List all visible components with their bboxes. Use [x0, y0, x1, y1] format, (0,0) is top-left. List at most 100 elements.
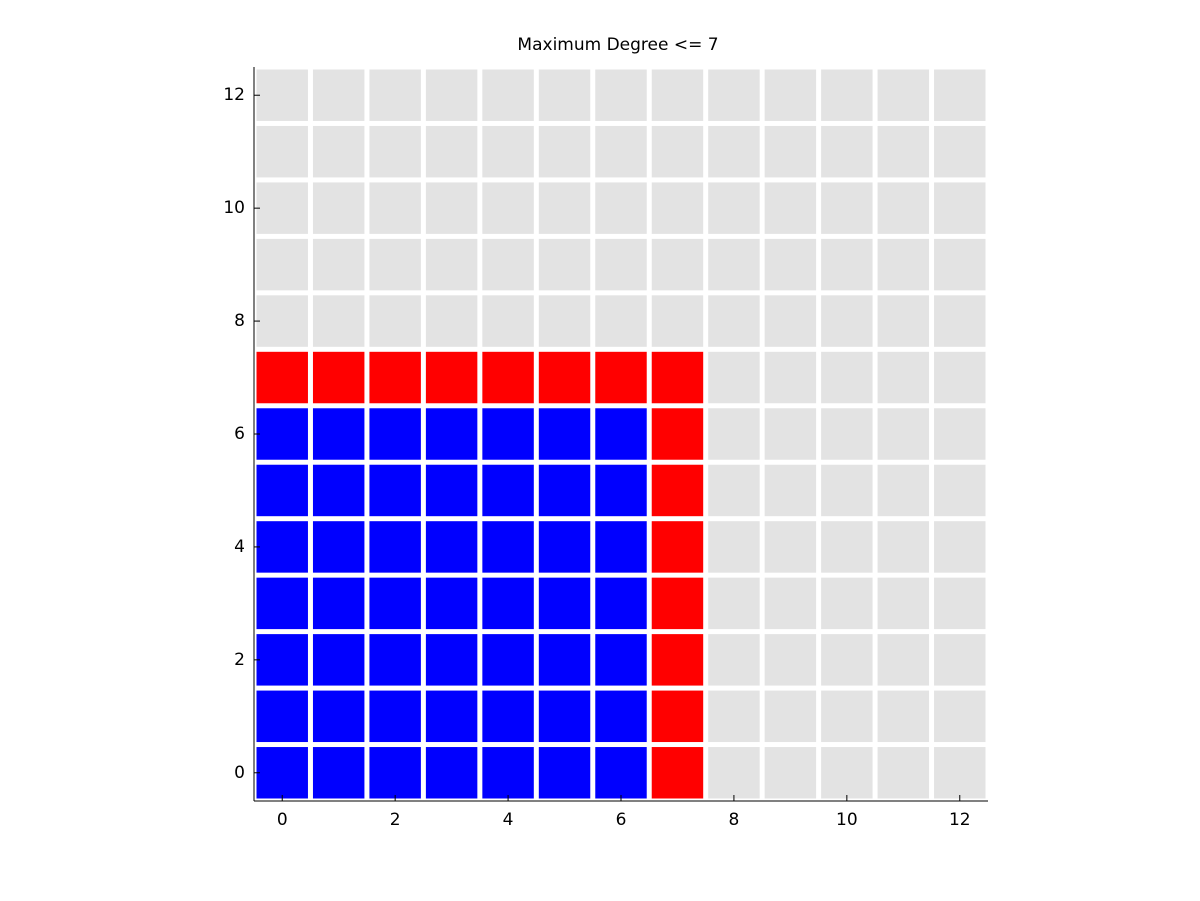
cell — [595, 634, 647, 686]
cell — [651, 69, 704, 121]
cell — [425, 295, 478, 347]
cell — [651, 521, 704, 573]
cell — [708, 408, 760, 460]
cell — [369, 747, 421, 799]
cell — [934, 182, 986, 234]
cell — [312, 690, 365, 743]
cell — [538, 351, 591, 404]
cell — [256, 238, 308, 291]
cell — [651, 182, 704, 234]
cell — [708, 69, 760, 121]
cell — [482, 238, 534, 291]
y-tick-label: 2 — [234, 650, 245, 670]
cell — [312, 747, 365, 799]
cell — [369, 690, 421, 743]
cell — [256, 295, 308, 347]
cell — [764, 464, 817, 517]
cell — [482, 634, 534, 686]
cell — [821, 747, 873, 799]
x-tick-label: 10 — [836, 810, 858, 830]
cell — [482, 351, 534, 404]
cell — [312, 521, 365, 573]
y-tick-label: 12 — [223, 85, 245, 105]
cell — [821, 238, 873, 291]
cell — [482, 182, 534, 234]
cell — [425, 238, 478, 291]
cell — [821, 408, 873, 460]
y-tick-label: 10 — [223, 198, 245, 218]
cell — [764, 690, 817, 743]
cell — [708, 634, 760, 686]
cell — [934, 69, 986, 121]
y-tick-label: 0 — [234, 763, 245, 783]
cell — [369, 521, 421, 573]
cell — [651, 238, 704, 291]
cell — [538, 464, 591, 517]
cell — [256, 577, 308, 630]
cell — [708, 464, 760, 517]
cell — [934, 238, 986, 291]
cell — [595, 125, 647, 178]
cell — [256, 125, 308, 178]
cell — [764, 577, 817, 630]
cell — [821, 295, 873, 347]
cell — [312, 182, 365, 234]
cell — [256, 69, 308, 121]
y-tick-label: 4 — [234, 537, 245, 557]
cell — [595, 351, 647, 404]
x-tick-label: 12 — [949, 810, 971, 830]
cell — [256, 464, 308, 517]
cell — [877, 690, 930, 743]
cell — [764, 521, 817, 573]
cell — [369, 408, 421, 460]
cell — [651, 125, 704, 178]
cell — [595, 408, 647, 460]
cell — [482, 408, 534, 460]
cell — [877, 634, 930, 686]
cell — [708, 125, 760, 178]
cell — [651, 295, 704, 347]
cell — [369, 238, 421, 291]
cell — [256, 747, 308, 799]
cell — [934, 747, 986, 799]
cell — [482, 464, 534, 517]
cell — [538, 634, 591, 686]
cell — [821, 634, 873, 686]
cell — [538, 521, 591, 573]
cell — [538, 295, 591, 347]
cell — [764, 747, 817, 799]
cell — [482, 577, 534, 630]
cell — [595, 464, 647, 517]
cell — [369, 69, 421, 121]
cell — [764, 69, 817, 121]
cell — [538, 690, 591, 743]
y-tick-label: 6 — [234, 424, 245, 444]
cell — [312, 238, 365, 291]
cell — [595, 182, 647, 234]
cell — [312, 634, 365, 686]
cell — [764, 238, 817, 291]
x-tick-label: 4 — [503, 810, 514, 830]
cell — [877, 464, 930, 517]
cell — [651, 634, 704, 686]
cell — [595, 521, 647, 573]
cell — [312, 351, 365, 404]
cell — [877, 182, 930, 234]
cell — [425, 351, 478, 404]
cell — [256, 690, 308, 743]
x-tick-label: 0 — [277, 810, 288, 830]
cell — [708, 238, 760, 291]
cell — [312, 464, 365, 517]
cell — [538, 408, 591, 460]
cell — [764, 182, 817, 234]
cell — [821, 577, 873, 630]
cell — [312, 69, 365, 121]
cell — [425, 690, 478, 743]
cell — [764, 408, 817, 460]
cell — [877, 238, 930, 291]
cell — [651, 351, 704, 404]
cell — [708, 351, 760, 404]
cell — [764, 295, 817, 347]
cell — [821, 125, 873, 178]
